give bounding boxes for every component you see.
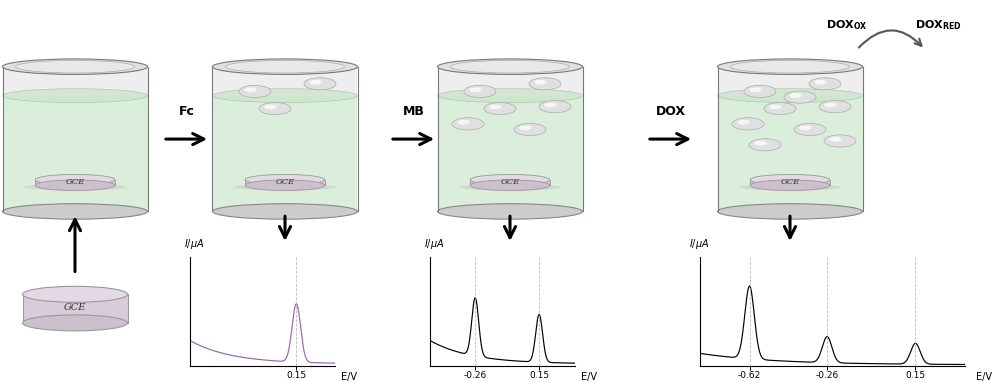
Bar [3,67,148,211]
Ellipse shape [2,204,148,219]
Circle shape [789,93,802,98]
Ellipse shape [458,184,562,190]
Text: GCE: GCE [64,303,86,312]
Circle shape [544,102,557,107]
Circle shape [819,101,851,113]
Circle shape [744,85,776,98]
Bar [438,96,582,211]
Text: Fc: Fc [179,105,194,118]
Circle shape [529,78,561,90]
Ellipse shape [718,204,862,219]
Text: DOX$_{\mathregular{RED}}$: DOX$_{\mathregular{RED}}$ [915,19,961,32]
Bar [212,67,357,211]
Circle shape [539,101,571,113]
Ellipse shape [750,180,830,190]
Ellipse shape [233,184,337,190]
Bar [750,180,830,185]
Circle shape [749,87,762,92]
Circle shape [464,85,496,98]
Ellipse shape [245,180,325,190]
Ellipse shape [731,60,849,73]
Circle shape [794,123,826,136]
Text: E/V: E/V [581,372,597,381]
Text: $I/\mu A$: $I/\mu A$ [689,237,710,251]
Text: GCE: GCE [65,178,85,186]
Ellipse shape [738,184,842,190]
Ellipse shape [2,89,148,102]
Text: GCE: GCE [275,178,295,186]
Circle shape [764,102,796,115]
Ellipse shape [23,184,127,190]
Ellipse shape [750,174,830,185]
Circle shape [824,102,837,107]
Text: $I/\mu A$: $I/\mu A$ [184,237,205,251]
Bar [470,180,550,185]
Circle shape [309,80,322,85]
Ellipse shape [438,59,582,74]
Bar [718,67,862,211]
Text: E/V: E/V [976,372,992,381]
Ellipse shape [212,204,358,219]
Circle shape [469,87,482,92]
Text: GCE: GCE [500,178,520,186]
Ellipse shape [212,89,358,102]
Circle shape [244,87,257,92]
Ellipse shape [470,180,550,190]
Text: DOX$_{\mathregular{OX}}$: DOX$_{\mathregular{OX}}$ [826,19,868,32]
Ellipse shape [245,174,325,185]
Bar [245,180,325,185]
Circle shape [737,120,750,125]
Circle shape [799,125,812,130]
Circle shape [784,91,816,103]
Circle shape [824,135,856,147]
Ellipse shape [16,60,134,73]
Ellipse shape [35,180,115,190]
Ellipse shape [2,59,148,74]
Ellipse shape [226,60,344,73]
Bar [718,96,862,211]
Circle shape [749,139,781,151]
Circle shape [534,80,547,85]
Bar [22,294,128,323]
Ellipse shape [451,60,569,73]
Circle shape [514,123,546,136]
Circle shape [754,141,767,146]
Ellipse shape [212,59,358,74]
Ellipse shape [470,174,550,185]
Ellipse shape [35,174,115,185]
Text: DOX: DOX [656,105,686,118]
Text: $I/\mu A$: $I/\mu A$ [424,237,445,251]
Ellipse shape [718,89,862,102]
Circle shape [809,78,841,90]
Circle shape [239,85,271,98]
Bar [35,180,115,185]
Circle shape [304,78,336,90]
Circle shape [814,80,827,85]
Circle shape [264,104,277,109]
Circle shape [732,118,764,130]
Ellipse shape [718,59,862,74]
Ellipse shape [22,315,128,331]
Text: E/V: E/V [341,372,357,381]
Bar [438,67,582,211]
Circle shape [484,102,516,115]
Circle shape [457,120,470,125]
Circle shape [259,102,291,115]
Circle shape [489,104,502,109]
Ellipse shape [22,287,128,303]
Circle shape [519,125,532,130]
Circle shape [769,104,782,109]
Bar [3,96,148,211]
Text: MB: MB [403,105,424,118]
Text: GCE: GCE [780,178,800,186]
Ellipse shape [438,89,582,102]
Circle shape [452,118,484,130]
Ellipse shape [438,204,582,219]
Bar [212,96,357,211]
Circle shape [829,137,842,142]
